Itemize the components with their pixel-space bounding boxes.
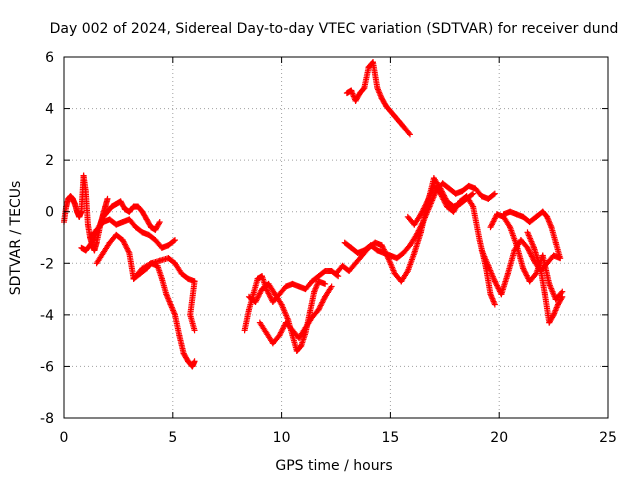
data-point <box>104 195 111 202</box>
gridlines <box>64 57 608 418</box>
data-point <box>490 191 497 198</box>
data-point <box>491 301 498 308</box>
data-series <box>343 59 413 138</box>
data-point <box>156 220 163 227</box>
data-point <box>405 130 412 137</box>
data-point <box>191 327 198 334</box>
data-point <box>406 131 413 138</box>
data-point <box>491 190 498 197</box>
data-series <box>245 278 329 354</box>
data-series <box>130 255 198 334</box>
data-series <box>93 231 198 370</box>
data-point <box>156 219 163 226</box>
data-point <box>171 237 178 244</box>
data-point <box>328 283 335 290</box>
data-point <box>470 190 477 197</box>
data-series <box>87 216 178 251</box>
data-point <box>170 237 177 244</box>
data-point <box>191 358 198 365</box>
data-point <box>469 191 475 198</box>
data-points <box>61 59 566 370</box>
data-point <box>322 280 329 287</box>
chart-title: Day 002 of 2024, Sidereal Day-to-day VTE… <box>50 21 619 37</box>
